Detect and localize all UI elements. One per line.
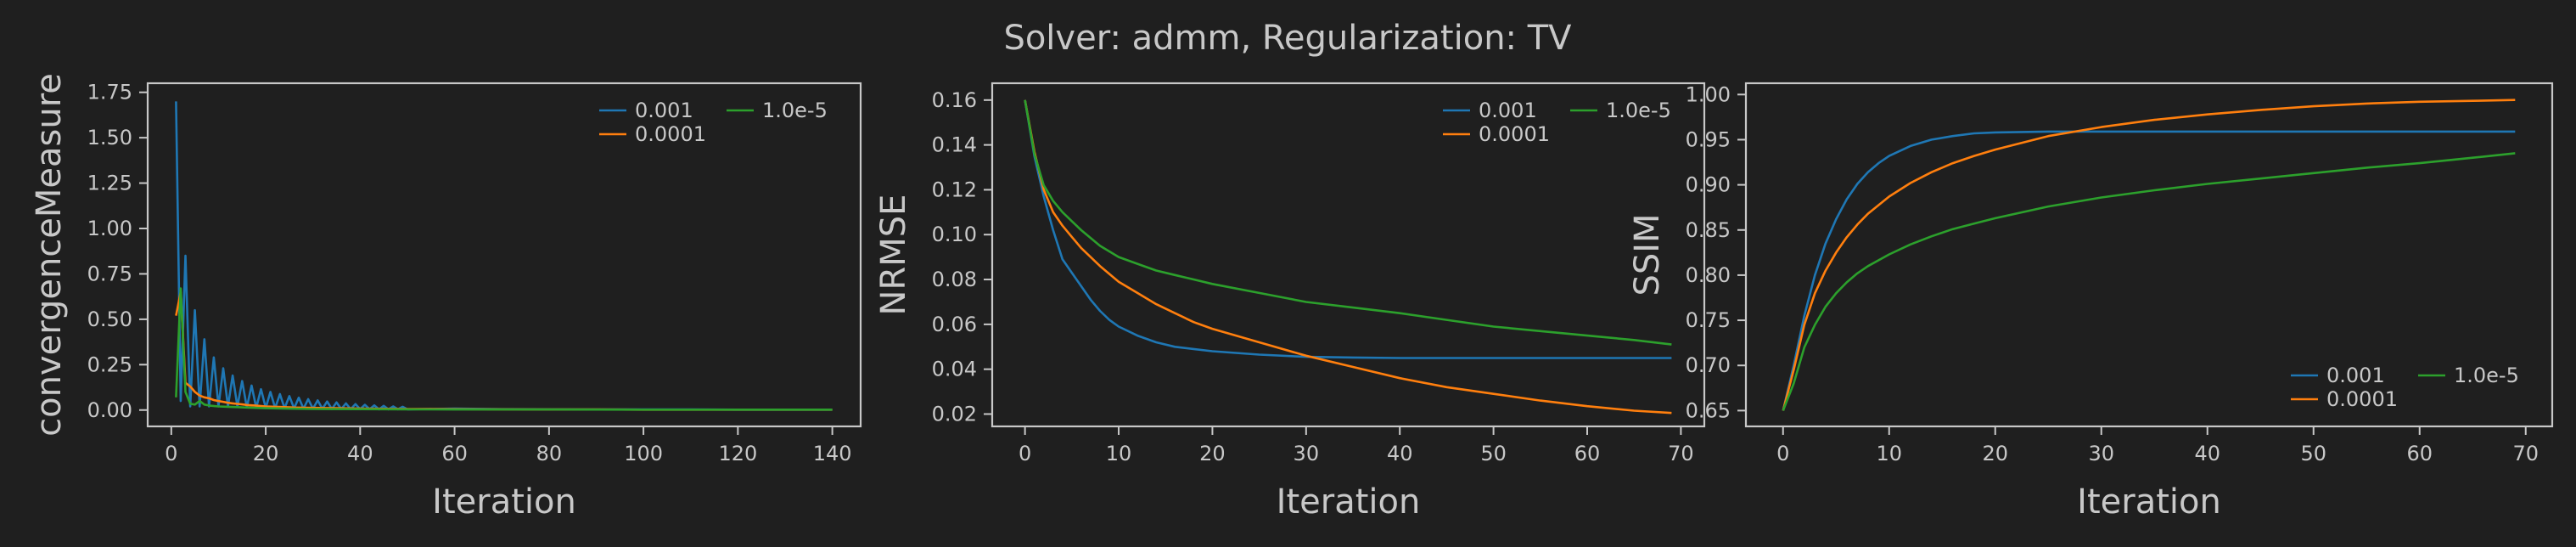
y-tick-label: 0.08 — [932, 268, 977, 291]
y-tick-label: 0.25 — [87, 352, 132, 376]
y-tick-label: 0.10 — [932, 223, 977, 246]
y-tick-label: 0.70 — [1686, 353, 1731, 377]
x-tick-label: 60 — [2406, 442, 2433, 465]
y-tick-label: 0.06 — [932, 313, 977, 336]
y-tick-label: 0.90 — [1686, 173, 1731, 197]
x-tick-label: 20 — [1982, 442, 2008, 465]
x-tick-label: 0 — [1019, 442, 1031, 465]
figure-title: Solver: admm, Regularization: TV — [1003, 19, 1572, 58]
x-tick-label: 10 — [1106, 442, 1132, 465]
x-tick-label: 0 — [165, 442, 177, 465]
x-tick-label: 80 — [536, 442, 563, 465]
chart-panel-1: 0 20 40 60 80 100 120 140 0.00 0.25 0.50 0.75 1.00 1.… — [30, 73, 862, 522]
y-tick-label: 1.25 — [87, 172, 132, 195]
legend-label: 1.0e-5 — [2454, 364, 2519, 387]
legend-label: 1.0e-5 — [762, 99, 828, 122]
y-tick-label: 0.75 — [87, 262, 132, 285]
x-tick-label: 60 — [441, 442, 468, 465]
y-axis-label: NRMSE — [874, 195, 913, 316]
legend-label: 0.001 — [635, 99, 693, 122]
legend-label: 0.001 — [1479, 99, 1537, 122]
x-tick-label: 70 — [2512, 442, 2539, 465]
legend-label: 0.001 — [2326, 364, 2385, 387]
chart-panel-2: 0 10 20 30 40 50 60 70 0.02 0.04 0.06 0.08 0.10 0.12 0… — [874, 82, 1706, 522]
x-tick-label: 40 — [347, 442, 373, 465]
x-tick-label: 140 — [813, 442, 852, 465]
series-line-3 — [175, 287, 833, 411]
y-tick-label: 0.14 — [932, 133, 977, 157]
y-tick-label: 0.75 — [1686, 308, 1731, 332]
y-tick-label: 0.95 — [1686, 127, 1731, 151]
x-tick-label: 0 — [1776, 442, 1789, 465]
x-axis-label: Iteration — [432, 482, 576, 522]
y-tick-label: 1.75 — [87, 81, 132, 104]
chart-panels: 0 20 40 60 80 100 120 1400.000.250.500.751.001.… — [30, 73, 2554, 522]
x-tick-label: 40 — [1387, 442, 1413, 465]
chart-panel-3: 0 10 20 30 40 50 60 70 0.65 0.70 0.75 0.80 0.85 0.90 0… — [1628, 82, 2554, 522]
y-tick-label: 1.00 — [1686, 82, 1731, 106]
y-tick-label: 0.12 — [932, 178, 977, 201]
y-axis-label: convergenceMeasure — [30, 73, 69, 437]
x-tick-label: 70 — [1668, 442, 1694, 465]
series-line-1 — [1782, 130, 2516, 411]
y-tick-label: 0.80 — [1686, 263, 1731, 287]
x-tick-label: 120 — [718, 442, 757, 465]
y-tick-label: 0.16 — [932, 88, 977, 112]
series-line-2 — [1024, 99, 1672, 414]
x-axis-label: Iteration — [1277, 482, 1421, 522]
x-tick-label: 30 — [1294, 442, 1320, 465]
x-tick-label: 60 — [1574, 442, 1601, 465]
y-tick-label: 0.85 — [1686, 218, 1731, 242]
plot-frame — [146, 82, 862, 428]
y-tick-label: 0.65 — [1686, 398, 1731, 422]
y-tick-label: 0.00 — [87, 398, 132, 422]
series-line-2 — [1782, 99, 2516, 411]
plot-frame — [991, 82, 1706, 428]
y-tick-label: 1.50 — [87, 126, 132, 149]
plot-frame — [1744, 82, 2554, 428]
x-axis-label: Iteration — [2077, 482, 2221, 522]
x-tick-label: 50 — [2300, 442, 2326, 465]
x-tick-label: 50 — [1480, 442, 1507, 465]
x-tick-label: 20 — [253, 442, 279, 465]
legend-label: 0.0001 — [635, 122, 706, 146]
x-tick-label: 20 — [1199, 442, 1226, 465]
x-tick-label: 100 — [624, 442, 663, 465]
y-tick-label: 0.50 — [87, 307, 132, 331]
x-tick-label: 30 — [2088, 442, 2114, 465]
x-tick-label: 10 — [1876, 442, 1902, 465]
legend-label: 1.0e-5 — [1606, 99, 1671, 122]
series-line-3 — [1024, 99, 1672, 346]
legend-label: 0.0001 — [1479, 122, 1550, 146]
y-tick-label: 0.02 — [932, 402, 977, 426]
y-tick-label: 1.00 — [87, 217, 132, 240]
y-tick-label: 0.04 — [932, 358, 977, 381]
y-axis-label: SSIM — [1628, 213, 1667, 296]
legend-label: 0.0001 — [2326, 387, 2398, 411]
series-line-3 — [1782, 152, 2516, 411]
x-tick-label: 40 — [2194, 442, 2220, 465]
series-line-1 — [1024, 99, 1672, 359]
